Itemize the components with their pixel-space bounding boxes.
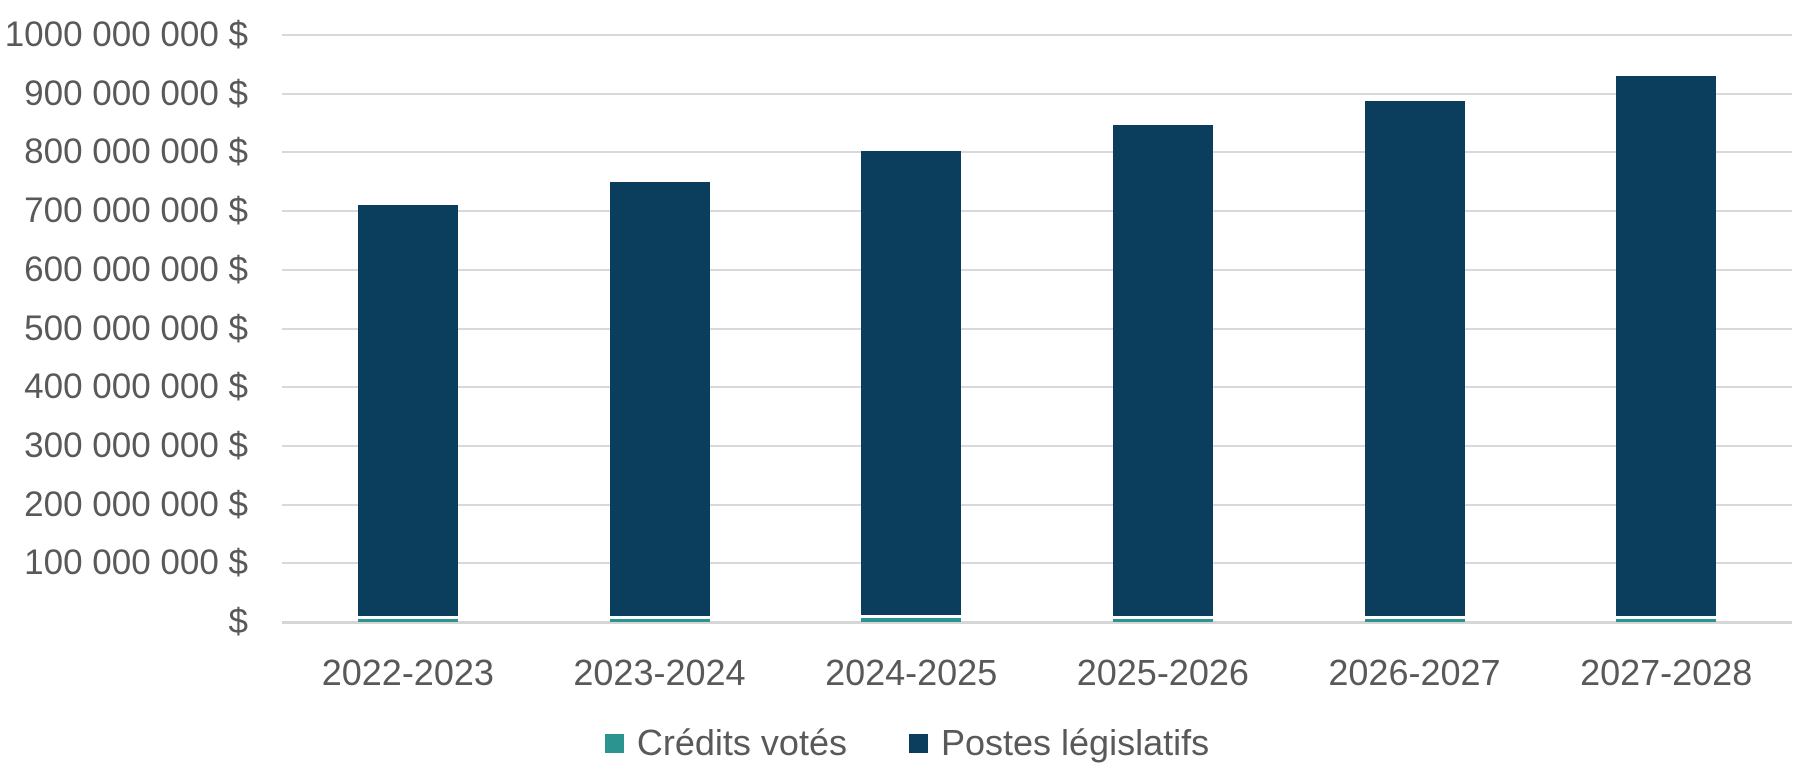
bar-segment-separator <box>609 615 710 619</box>
x-axis-category-label: 2026-2027 <box>1328 652 1501 693</box>
x-axis-category-label: 2027-2028 <box>1580 652 1753 693</box>
bar-2023-2024 <box>609 181 710 622</box>
gridline <box>282 34 1792 36</box>
bar-segment-credits-votes <box>609 618 710 622</box>
chart-legend: Crédits votés Postes législatifs <box>0 722 1814 764</box>
bar-segment-postes-legislatifs <box>357 205 458 616</box>
gridline <box>282 268 1792 271</box>
bar-2024-2025 <box>861 150 962 622</box>
y-axis-tick-label: 700 000 000 $ <box>24 191 248 231</box>
y-axis-tick-label: 300 000 000 $ <box>24 425 248 465</box>
bar-segment-credits-votes <box>1364 618 1465 622</box>
legend-item-postes-legislatifs: Postes législatifs <box>908 722 1210 764</box>
bar-segment-postes-legislatifs <box>1112 125 1213 616</box>
y-axis-tick-label: 200 000 000 $ <box>24 484 248 524</box>
gridline <box>282 444 1792 447</box>
bar-segment-postes-legislatifs <box>1364 100 1465 616</box>
legend-swatch-icon <box>604 733 624 753</box>
bar-segment-credits-votes <box>861 617 962 622</box>
x-axis-category-label: 2023-2024 <box>573 652 746 693</box>
gridline <box>282 210 1792 213</box>
bar-2026-2027 <box>1364 100 1465 622</box>
y-axis-tick-label: 900 000 000 $ <box>24 73 248 113</box>
bar-segment-credits-votes <box>1616 618 1717 622</box>
legend-item-credits-votes: Crédits votés <box>604 722 847 764</box>
x-axis-category-label: 2022-2023 <box>321 652 494 693</box>
x-axis-category-label: 2025-2026 <box>1076 652 1249 693</box>
bar-segment-separator <box>357 615 458 619</box>
gridline <box>282 386 1792 389</box>
x-axis-line <box>282 621 1792 624</box>
gridline <box>282 151 1792 154</box>
y-axis-tick-label: 600 000 000 $ <box>24 249 248 289</box>
bar-segment-credits-votes <box>1112 618 1213 622</box>
bar-segment-separator <box>1112 615 1213 619</box>
bar-2022-2023 <box>357 205 458 622</box>
gridline <box>282 562 1792 565</box>
bar-segment-postes-legislatifs <box>1616 76 1717 616</box>
x-axis-category-label: 2024-2025 <box>825 652 998 693</box>
gridline <box>282 503 1792 506</box>
bar-segment-postes-legislatifs <box>609 181 710 616</box>
y-axis-tick-label: 500 000 000 $ <box>24 308 248 348</box>
bar-segment-separator <box>1616 615 1717 619</box>
y-axis-tick-label: 1000 000 000 $ <box>4 15 248 54</box>
gridline <box>282 92 1792 95</box>
bar-segment-separator <box>1364 615 1465 619</box>
legend-label: Crédits votés <box>636 722 847 763</box>
bar-segment-separator <box>861 614 962 618</box>
bar-segment-credits-votes <box>357 618 458 622</box>
y-axis-tick-label: $ <box>228 602 248 641</box>
y-axis-tick-label: 100 000 000 $ <box>24 543 248 583</box>
y-axis-tick-label: 800 000 000 $ <box>24 132 248 172</box>
legend-swatch-icon <box>908 733 928 753</box>
bar-segment-postes-legislatifs <box>861 150 962 615</box>
gridline <box>282 327 1792 330</box>
y-axis-tick-label: 400 000 000 $ <box>24 367 248 407</box>
legend-label: Postes législatifs <box>940 722 1210 763</box>
bar-2027-2028 <box>1616 76 1717 622</box>
bar-2025-2026 <box>1112 125 1213 622</box>
